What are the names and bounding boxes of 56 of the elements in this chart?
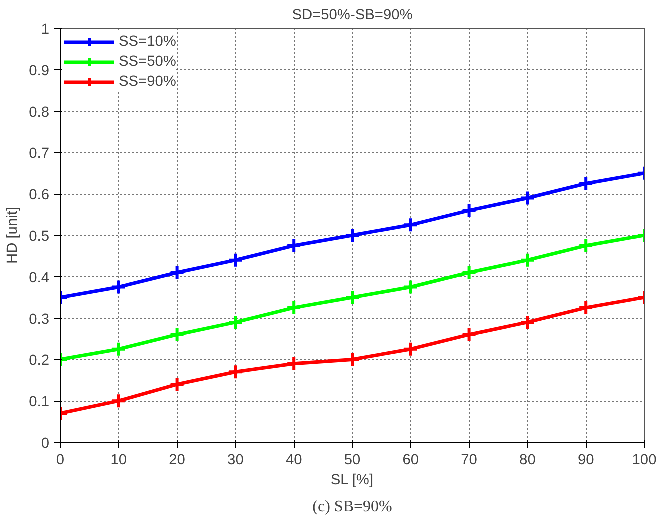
point [169, 264, 186, 281]
y-tick-label: 0.9 [29, 63, 50, 80]
y-tick-label: 0.5 [29, 229, 50, 245]
text: (c) SB=90% [312, 498, 392, 516]
chart-title: SD=50%-SB=90% [292, 8, 413, 24]
x-tick-label: 80 [520, 452, 536, 468]
y-tick-label: 0.4 [29, 270, 50, 286]
x-tick-label: 40 [286, 452, 302, 468]
point [286, 300, 302, 316]
y-tick-label: 0.2 [29, 353, 50, 370]
y-tick-label: 0.7 [29, 146, 50, 162]
legend-label: SS=10% [119, 34, 176, 50]
point [578, 238, 594, 254]
x-axis-title: SL [%] [330, 472, 374, 488]
y-tick-label: 0.1 [29, 394, 50, 411]
y-tick-label: 0.3 [29, 312, 50, 328]
x-tick-label: 60 [402, 452, 420, 468]
point [461, 264, 478, 281]
point [228, 252, 244, 268]
point [169, 376, 186, 393]
point [578, 176, 594, 192]
point [110, 279, 127, 296]
point [578, 300, 594, 316]
point [110, 341, 127, 358]
point [344, 352, 360, 368]
point [344, 290, 360, 306]
legend-label: SS=90% [119, 74, 176, 90]
point [228, 364, 244, 380]
point [461, 202, 478, 219]
x-tick-label: 0 [56, 452, 65, 468]
x-tick-label: 70 [461, 452, 478, 468]
y-axis-title: HD [unit] [5, 206, 22, 264]
x-tick-label: 100 [632, 452, 657, 468]
x-tick-label: 30 [228, 452, 244, 468]
point [461, 326, 478, 343]
y-tick-label: 1 [41, 22, 50, 38]
point [402, 217, 419, 234]
y-tick-label: 0 [41, 436, 50, 452]
point [286, 356, 302, 372]
point [110, 393, 127, 410]
y-tick-label: 0.8 [29, 104, 50, 121]
point [520, 190, 536, 206]
x-tick-label: 50 [344, 452, 361, 468]
x-tick-label: 10 [110, 452, 128, 468]
x-tick-label: 20 [169, 452, 186, 468]
point [169, 326, 186, 343]
x-tick-label: 90 [578, 452, 594, 468]
point [520, 252, 536, 268]
y-tick-label: 0.6 [29, 188, 50, 204]
point [344, 228, 360, 244]
point [402, 341, 419, 358]
point [520, 314, 536, 330]
point [286, 238, 302, 254]
legend-label: SS=50% [119, 54, 176, 70]
point [402, 279, 419, 296]
point [228, 314, 244, 330]
